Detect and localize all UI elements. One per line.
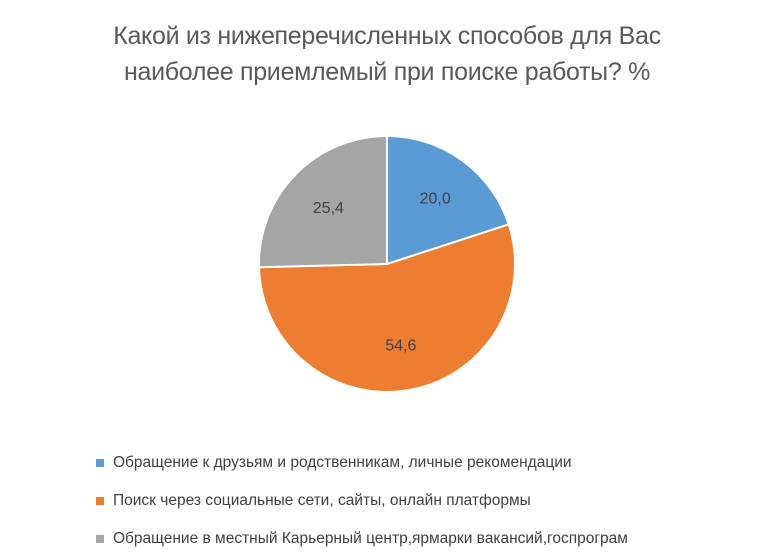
legend-item-friends: Обращение к друзьям и родственникам, лич… [96,444,766,482]
legend-swatch-friends [96,459,104,467]
legend-item-social: Поиск через социальные сети, сайты, онла… [96,482,766,520]
legend-label-friends: Обращение к друзьям и родственникам, лич… [113,454,572,471]
legend-swatch-social [96,497,104,505]
chart-title: Какой из нижеперечисленных способов для … [0,18,774,90]
legend-label-social: Поиск через социальные сети, сайты, онла… [113,492,531,509]
data-label-friends: 20,0 [420,191,451,208]
chart-title-line-1: Какой из нижеперечисленных способов для … [113,22,661,50]
pie-slice-friends [386,134,510,266]
chart-title-line-2: наиболее приемлемый при поиске работы? % [123,58,651,86]
pie-slice-career-center [258,134,388,269]
chart-legend: Обращение к друзьям и родственникам, лич… [96,444,766,558]
legend-label-career-center: Обращение в местный Карьерный центр,ярма… [113,530,628,547]
data-label-career-center: 25,4 [313,200,344,217]
legend-item-career-center: Обращение в местный Карьерный центр,ярма… [96,520,766,558]
data-label-social: 54,6 [385,338,416,355]
legend-swatch-career-center [96,535,104,543]
